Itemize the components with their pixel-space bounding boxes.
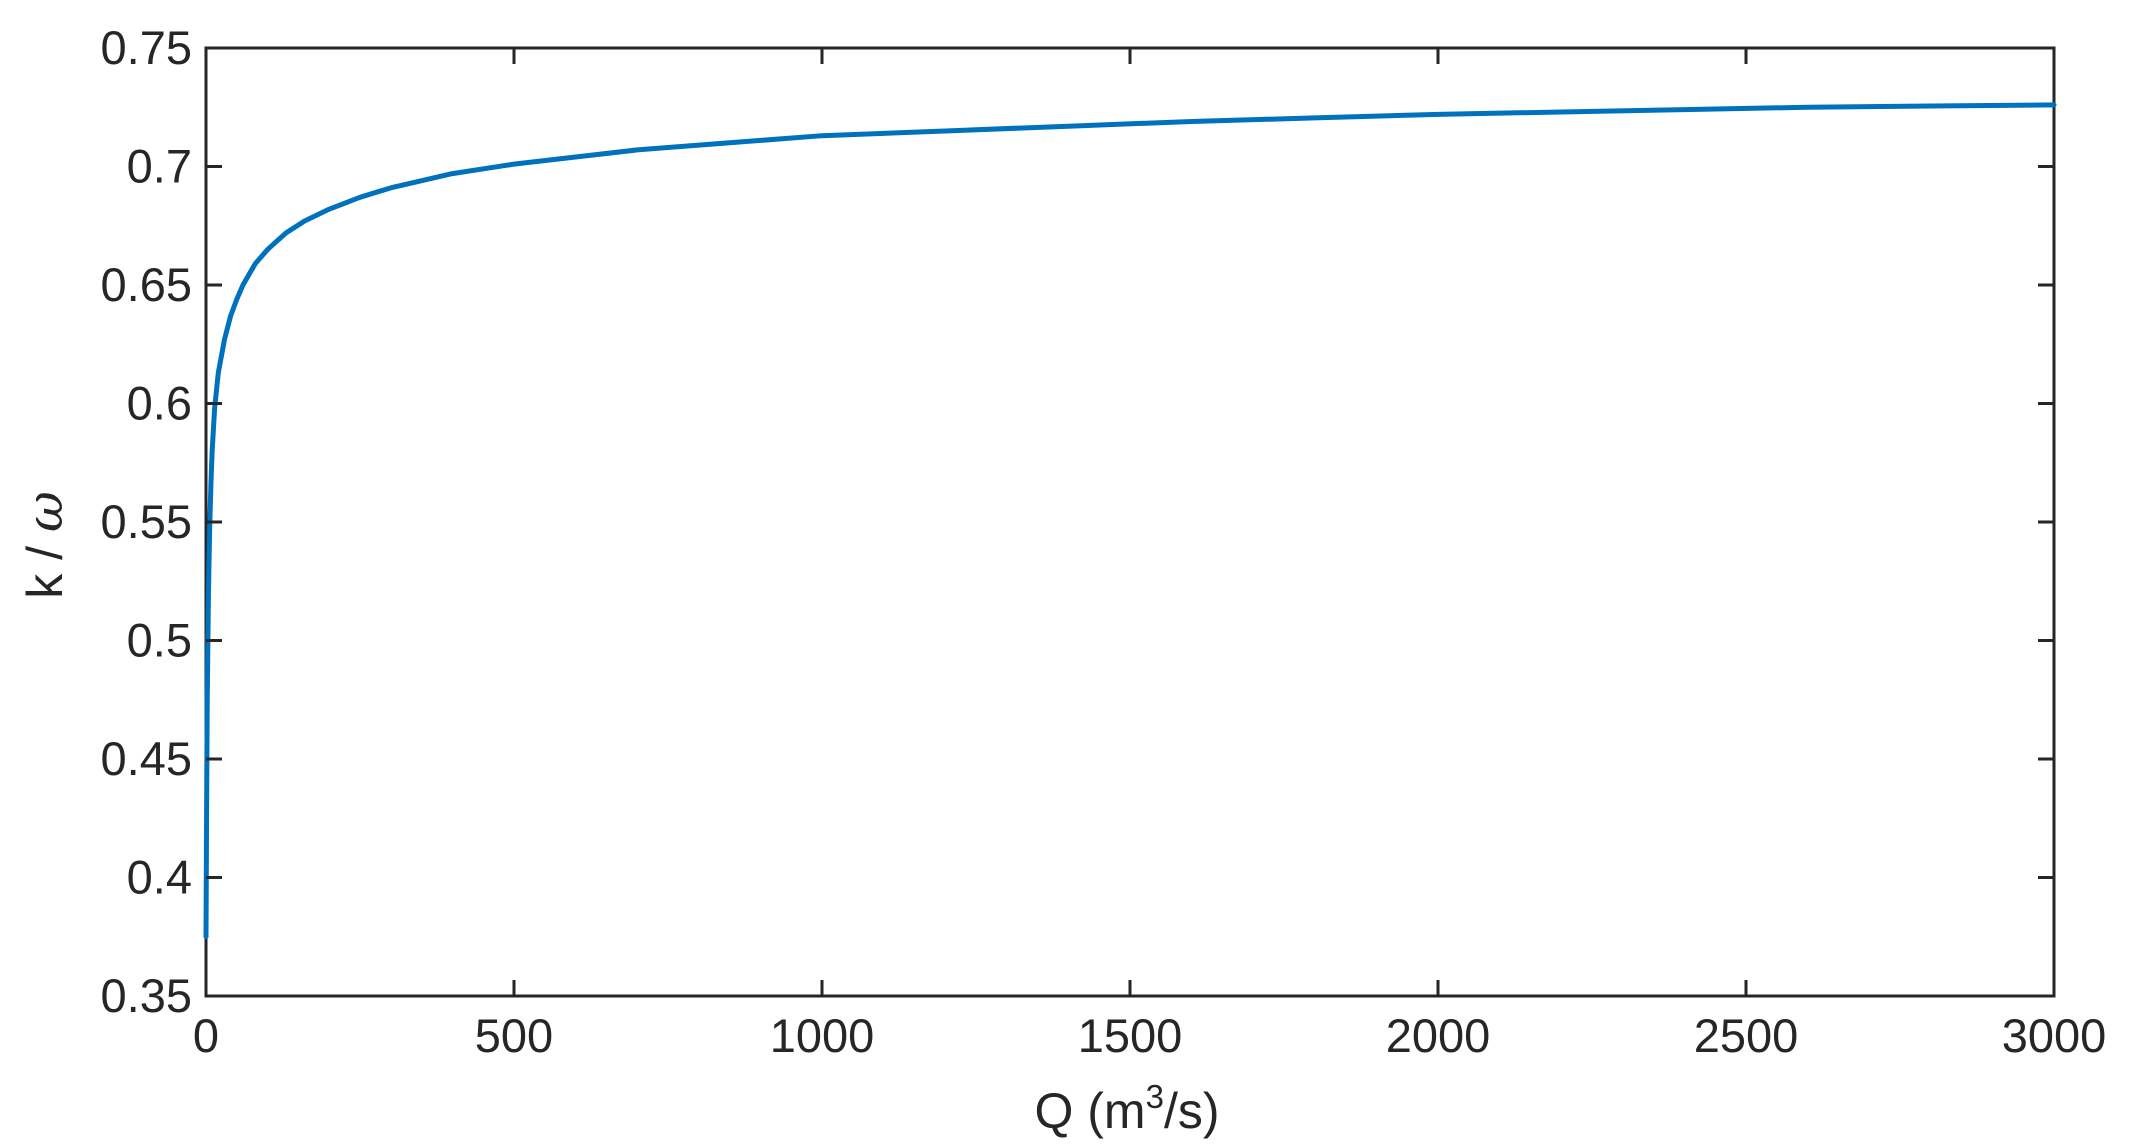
y-axis-label: k / ω: [16, 491, 74, 598]
x-tick-label: 3000: [2002, 1009, 2107, 1062]
x-tick-label: 1500: [1078, 1009, 1183, 1062]
x-tick-label: 0: [193, 1009, 219, 1062]
series-line-0: [203, 102, 2057, 940]
x-tick-label: 500: [475, 1009, 553, 1062]
axes-box: [204, 46, 2056, 998]
y-tick-label: 0.55: [101, 495, 192, 548]
x-axis-label-superscript: 3: [1146, 1078, 1164, 1115]
series-layer: [203, 102, 2057, 940]
x-axis-label-prefix: Q (m: [1035, 1083, 1146, 1139]
y-tick-label: 0.6: [127, 377, 192, 430]
x-axis-label: Q (m3/s): [1035, 1078, 1220, 1139]
ticks-layer: [204, 46, 2056, 998]
y-tick-label: 0.7: [127, 140, 192, 193]
y-tick-label: 0.5: [127, 614, 192, 667]
x-tick-label: 2500: [1694, 1009, 1799, 1062]
y-axis-label-prefix: k /: [17, 532, 73, 599]
y-tick-label: 0.4: [127, 851, 192, 904]
plot-area: [204, 46, 2056, 998]
y-axis-label-symbol: ω: [16, 491, 74, 532]
y-tick-label: 0.65: [101, 258, 192, 311]
tick-labels-layer: 0 500 1000 1500 2000 2500 3000 0.35 0.4 0.45 0.5 0.…: [101, 21, 2107, 1062]
y-tick-label: 0.35: [101, 969, 192, 1022]
x-tick-label: 2000: [1386, 1009, 1491, 1062]
x-tick-label: 1000: [770, 1009, 875, 1062]
y-tick-label: 0.45: [101, 732, 192, 785]
x-axis-label-suffix: /s): [1164, 1083, 1220, 1139]
y-tick-label: 0.75: [101, 21, 192, 74]
